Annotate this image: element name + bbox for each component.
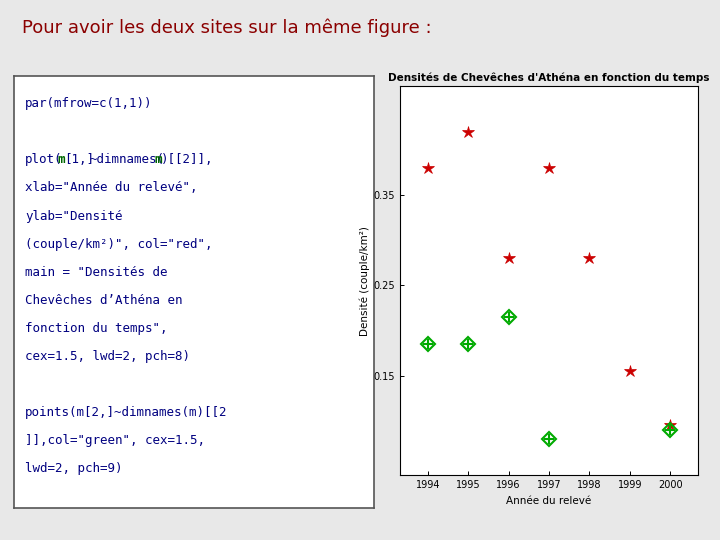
Text: cex=1.5, lwd=2, pch=8): cex=1.5, lwd=2, pch=8) bbox=[25, 350, 190, 363]
Text: main = "Densités de: main = "Densités de bbox=[25, 266, 168, 279]
Text: xlab="Année du relevé",: xlab="Année du relevé", bbox=[25, 181, 198, 194]
Text: ]],col="green", cex=1.5,: ]],col="green", cex=1.5, bbox=[25, 434, 205, 447]
Text: m: m bbox=[155, 153, 162, 166]
Text: lwd=2, pch=9): lwd=2, pch=9) bbox=[25, 462, 122, 475]
Text: [1,]: [1,] bbox=[64, 153, 94, 166]
Text: )[[2]],: )[[2]], bbox=[161, 153, 214, 166]
Text: plot(: plot( bbox=[25, 153, 63, 166]
Title: Densités de Chevêches d'Athéna en fonction du temps: Densités de Chevêches d'Athéna en foncti… bbox=[388, 72, 710, 83]
Text: (couple/km²)", col="red",: (couple/km²)", col="red", bbox=[25, 238, 212, 251]
Text: m: m bbox=[58, 153, 65, 166]
X-axis label: Année du relevé: Année du relevé bbox=[506, 496, 592, 505]
Text: Chevêches d’Athéna en: Chevêches d’Athéna en bbox=[25, 294, 183, 307]
Text: ~dimnames(: ~dimnames( bbox=[90, 153, 165, 166]
Y-axis label: Densité (couple/km²): Densité (couple/km²) bbox=[360, 226, 370, 336]
Text: Pour avoir les deux sites sur la même figure :: Pour avoir les deux sites sur la même fi… bbox=[22, 19, 431, 37]
Text: ylab="Densité: ylab="Densité bbox=[25, 210, 122, 222]
Text: fonction du temps",: fonction du temps", bbox=[25, 322, 168, 335]
Text: par(mfrow=c(1,1)): par(mfrow=c(1,1)) bbox=[25, 97, 153, 110]
Text: points(m[2,]~dimnames(m)[[2: points(m[2,]~dimnames(m)[[2 bbox=[25, 406, 228, 419]
